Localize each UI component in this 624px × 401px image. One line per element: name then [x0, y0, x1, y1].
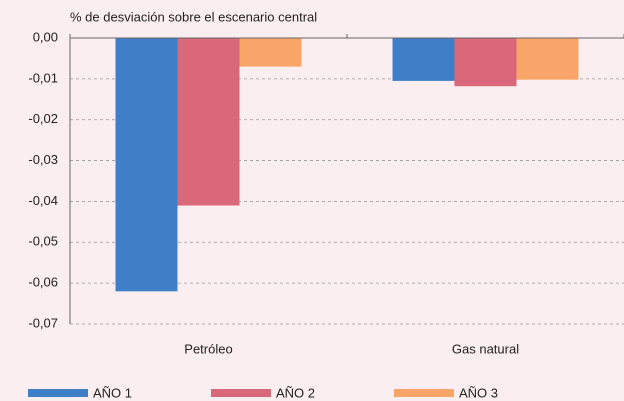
- y-tick-label: -0,04: [28, 193, 58, 208]
- y-axis-label: % de desviación sobre el escenario centr…: [70, 9, 317, 24]
- y-tick-label: -0,05: [28, 234, 58, 249]
- legend-label: AÑO 1: [93, 385, 132, 400]
- bar: [516, 38, 579, 80]
- bar: [239, 38, 302, 67]
- x-tick-label: Petróleo: [184, 341, 232, 356]
- y-tick-label: -0,03: [28, 152, 58, 167]
- legend-label: AÑO 3: [459, 385, 498, 400]
- legend-label: AÑO 2: [276, 385, 315, 400]
- bar: [115, 38, 178, 292]
- bar: [454, 38, 517, 87]
- y-tick-label: -0,01: [28, 70, 58, 85]
- y-tick-label: -0,02: [28, 111, 58, 126]
- y-tick-label: 0,00: [33, 29, 58, 44]
- legend-swatch: [28, 389, 88, 397]
- y-tick-label: -0,07: [28, 315, 58, 330]
- bar: [392, 38, 455, 81]
- legend-swatch: [211, 389, 271, 397]
- legend-swatch: [394, 389, 454, 397]
- bar: [177, 38, 240, 206]
- y-tick-label: -0,06: [28, 275, 58, 290]
- x-tick-label: Gas natural: [452, 341, 519, 356]
